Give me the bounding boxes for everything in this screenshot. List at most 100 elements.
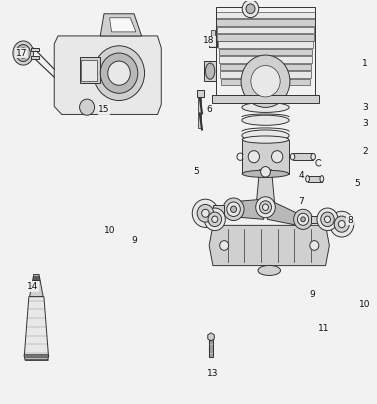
Bar	[209, 41, 217, 47]
Bar	[216, 7, 315, 97]
Circle shape	[108, 61, 130, 85]
Ellipse shape	[290, 154, 295, 160]
Text: 3: 3	[362, 119, 368, 128]
Bar	[212, 95, 319, 103]
Text: 15: 15	[98, 105, 110, 114]
Ellipse shape	[242, 115, 289, 125]
Bar	[197, 90, 204, 97]
Circle shape	[100, 53, 138, 93]
Circle shape	[334, 216, 349, 232]
Circle shape	[259, 201, 271, 214]
Bar	[204, 61, 216, 81]
Ellipse shape	[242, 102, 289, 112]
Polygon shape	[54, 36, 161, 114]
Text: 9: 9	[310, 290, 315, 299]
Bar	[80, 57, 100, 83]
Bar	[219, 57, 312, 63]
Ellipse shape	[320, 176, 324, 182]
Text: 2: 2	[362, 147, 368, 156]
Circle shape	[93, 46, 144, 101]
Circle shape	[208, 212, 222, 227]
Circle shape	[223, 198, 244, 221]
Circle shape	[317, 208, 338, 231]
Polygon shape	[100, 14, 141, 36]
Circle shape	[202, 209, 209, 217]
Bar	[216, 12, 315, 18]
Ellipse shape	[16, 44, 31, 61]
Ellipse shape	[13, 41, 34, 65]
Circle shape	[310, 241, 319, 250]
Bar	[31, 48, 39, 51]
Ellipse shape	[242, 170, 289, 177]
Circle shape	[212, 216, 218, 223]
Text: 18: 18	[204, 36, 215, 46]
Bar	[217, 27, 314, 33]
Ellipse shape	[258, 265, 280, 276]
Circle shape	[220, 241, 229, 250]
Text: 6: 6	[206, 105, 212, 114]
Text: 7: 7	[298, 198, 304, 206]
Bar	[218, 34, 314, 40]
Text: 14: 14	[27, 282, 38, 291]
Ellipse shape	[19, 48, 28, 58]
Text: 8: 8	[347, 216, 353, 225]
Circle shape	[227, 202, 240, 217]
Ellipse shape	[242, 130, 289, 141]
Text: 1: 1	[362, 59, 368, 67]
Circle shape	[262, 204, 268, 210]
Circle shape	[261, 166, 270, 177]
Polygon shape	[239, 199, 264, 219]
Polygon shape	[209, 225, 329, 265]
Text: 17: 17	[15, 48, 27, 57]
Text: 3: 3	[362, 103, 368, 112]
Bar	[220, 64, 311, 70]
Polygon shape	[256, 170, 274, 212]
Text: 5: 5	[355, 179, 360, 188]
Circle shape	[242, 0, 259, 18]
Bar	[308, 176, 322, 182]
Text: 11: 11	[318, 324, 329, 333]
Bar	[218, 42, 313, 48]
Bar	[198, 97, 201, 128]
Ellipse shape	[242, 136, 289, 143]
Circle shape	[80, 99, 95, 115]
Text: 10: 10	[104, 226, 115, 235]
Bar	[216, 19, 315, 26]
Polygon shape	[30, 280, 43, 297]
Circle shape	[271, 151, 283, 163]
Bar	[293, 154, 313, 160]
Bar	[211, 30, 215, 47]
Bar	[209, 339, 213, 357]
Bar	[220, 71, 311, 78]
Text: 13: 13	[207, 368, 219, 378]
Polygon shape	[24, 355, 49, 360]
Text: 4: 4	[298, 171, 304, 180]
Circle shape	[325, 216, 331, 223]
Circle shape	[339, 221, 345, 228]
Circle shape	[204, 208, 225, 231]
Circle shape	[256, 197, 275, 218]
Bar	[219, 49, 313, 55]
Circle shape	[251, 65, 280, 97]
Bar	[213, 205, 224, 213]
Bar	[311, 216, 326, 223]
Circle shape	[197, 204, 214, 222]
Bar	[31, 56, 39, 59]
Ellipse shape	[311, 154, 316, 160]
Polygon shape	[110, 18, 136, 32]
Circle shape	[297, 213, 309, 225]
Circle shape	[246, 4, 255, 14]
Polygon shape	[267, 199, 297, 225]
Bar	[221, 79, 310, 85]
Circle shape	[294, 209, 313, 229]
Circle shape	[192, 199, 219, 227]
Circle shape	[330, 211, 354, 237]
Circle shape	[231, 206, 237, 213]
Text: 5: 5	[193, 167, 199, 176]
Circle shape	[248, 151, 259, 163]
Text: 9: 9	[131, 236, 137, 245]
Polygon shape	[33, 274, 40, 280]
Ellipse shape	[205, 63, 215, 79]
Text: 10: 10	[359, 300, 371, 309]
Circle shape	[301, 217, 305, 222]
